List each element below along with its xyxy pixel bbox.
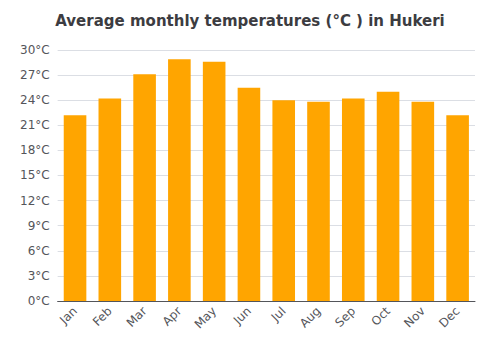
svg-text:24°C: 24°C: [20, 93, 50, 107]
svg-text:May: May: [192, 304, 219, 331]
svg-text:Oct: Oct: [368, 304, 393, 329]
svg-text:Jul: Jul: [268, 304, 289, 325]
svg-text:Jun: Jun: [230, 304, 254, 328]
svg-text:12°C: 12°C: [20, 194, 50, 208]
svg-text:27°C: 27°C: [20, 68, 50, 82]
svg-text:9°C: 9°C: [28, 219, 50, 233]
svg-text:Feb: Feb: [90, 304, 115, 329]
svg-text:Sep: Sep: [332, 304, 358, 330]
svg-text:Mar: Mar: [124, 304, 150, 330]
svg-text:0°C: 0°C: [28, 294, 50, 308]
svg-text:21°C: 21°C: [20, 118, 50, 132]
svg-text:Dec: Dec: [436, 304, 462, 330]
svg-text:3°C: 3°C: [28, 269, 50, 283]
svg-text:30°C: 30°C: [20, 43, 50, 57]
svg-text:Aug: Aug: [297, 304, 323, 330]
svg-text:Nov: Nov: [401, 304, 427, 330]
svg-text:Average monthly temperatures (: Average monthly temperatures (°C ) in Hu…: [55, 12, 444, 30]
svg-text:Apr: Apr: [160, 304, 185, 329]
svg-text:Jan: Jan: [56, 304, 80, 328]
svg-text:18°C: 18°C: [20, 143, 50, 157]
svg-text:15°C: 15°C: [20, 168, 50, 182]
svg-text:6°C: 6°C: [28, 244, 50, 258]
